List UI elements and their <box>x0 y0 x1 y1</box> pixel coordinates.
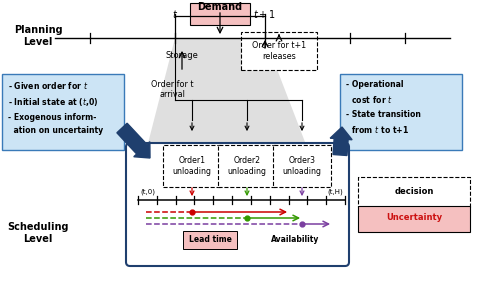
Polygon shape <box>145 38 310 155</box>
Text: Order for t+1
releases: Order for t+1 releases <box>252 41 306 61</box>
Text: (t,H): (t,H) <box>327 188 343 195</box>
FancyBboxPatch shape <box>241 32 317 70</box>
FancyBboxPatch shape <box>163 145 221 187</box>
Text: Order3
unloading: Order3 unloading <box>283 156 321 176</box>
FancyBboxPatch shape <box>218 145 276 187</box>
Text: Order2
unloading: Order2 unloading <box>228 156 266 176</box>
Text: $t$: $t$ <box>172 8 178 20</box>
FancyBboxPatch shape <box>273 145 331 187</box>
FancyBboxPatch shape <box>358 206 470 232</box>
Text: - Given order for $t$
- Initial state at ($t$,0)
- Exogenous inform-
  ation on : - Given order for $t$ - Initial state at… <box>8 80 103 135</box>
FancyBboxPatch shape <box>126 143 349 266</box>
Text: Order1
unloading: Order1 unloading <box>172 156 212 176</box>
FancyArrow shape <box>117 123 150 158</box>
Text: Storage: Storage <box>166 51 198 59</box>
Text: Availability: Availability <box>271 235 319 243</box>
FancyBboxPatch shape <box>340 74 462 150</box>
Text: Planning
Level: Planning Level <box>14 25 62 47</box>
Text: Uncertainty: Uncertainty <box>386 213 442 223</box>
FancyBboxPatch shape <box>358 177 470 207</box>
FancyArrow shape <box>330 127 352 156</box>
FancyBboxPatch shape <box>2 74 124 150</box>
Text: Demand: Demand <box>197 2 242 12</box>
Text: Scheduling
Level: Scheduling Level <box>7 222 69 244</box>
FancyBboxPatch shape <box>183 231 237 249</box>
Text: Lead time: Lead time <box>189 235 231 243</box>
Text: decision: decision <box>394 188 433 196</box>
Text: - Operational
  cost for $t$
- State transition
  from $t$ to t+1: - Operational cost for $t$ - State trans… <box>346 80 421 135</box>
Text: (t,0): (t,0) <box>140 188 155 195</box>
Text: Order for t
arrival: Order for t arrival <box>151 80 193 99</box>
Text: $t+1$: $t+1$ <box>253 8 276 20</box>
FancyBboxPatch shape <box>190 3 250 25</box>
